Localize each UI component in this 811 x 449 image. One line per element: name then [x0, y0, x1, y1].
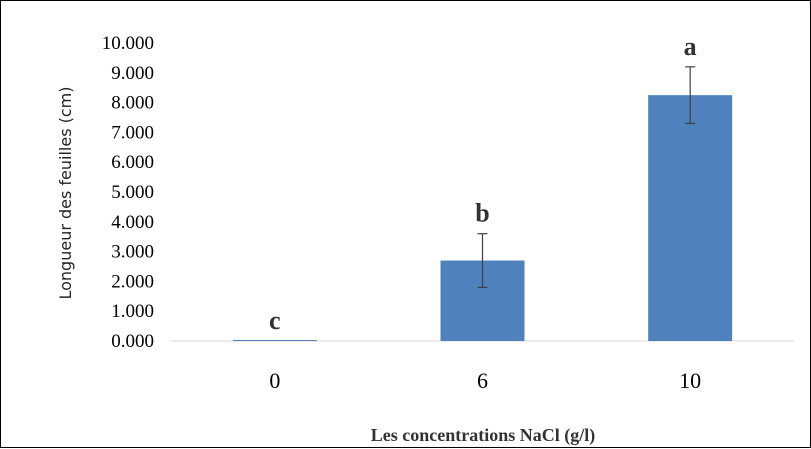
significance-label-0: c	[269, 306, 281, 335]
y-tick-label: 9.000	[111, 63, 154, 84]
y-tick-label: 6.000	[111, 152, 154, 173]
y-tick-label: 0.000	[111, 331, 154, 352]
bar-0	[232, 340, 317, 341]
y-axis-ticks: 0.000 1.000 2.000 3.000 4.000 5.000 6.000 7.000…	[102, 33, 154, 352]
x-axis-label: Les concentrations NaCl (g/l)	[371, 425, 595, 446]
y-tick-label: 1.000	[111, 301, 154, 322]
significance-label-10: a	[684, 32, 697, 61]
y-tick-label: 10.000	[102, 33, 154, 54]
y-tick-label: 2.000	[111, 271, 154, 292]
error-bar-6	[477, 233, 488, 288]
x-tick-label: 10	[679, 368, 701, 393]
y-tick-label: 7.000	[111, 122, 154, 143]
y-tick-label: 8.000	[111, 93, 154, 114]
y-tick-label: 3.000	[111, 242, 154, 263]
x-axis-ticks: 0 6 10	[269, 368, 701, 393]
error-bar-10	[685, 66, 696, 125]
y-axis-label: Longueur des feuilles (cm)	[56, 86, 75, 299]
x-tick-label: 6	[477, 368, 488, 393]
bars	[232, 95, 733, 342]
y-tick-label: 5.000	[111, 182, 154, 203]
significance-labels: c b a	[269, 32, 697, 335]
error-bars	[477, 66, 696, 288]
x-tick-label: 0	[269, 368, 280, 393]
y-tick-label: 4.000	[111, 212, 154, 233]
significance-label-6: b	[475, 199, 489, 228]
bar-10	[648, 95, 733, 342]
